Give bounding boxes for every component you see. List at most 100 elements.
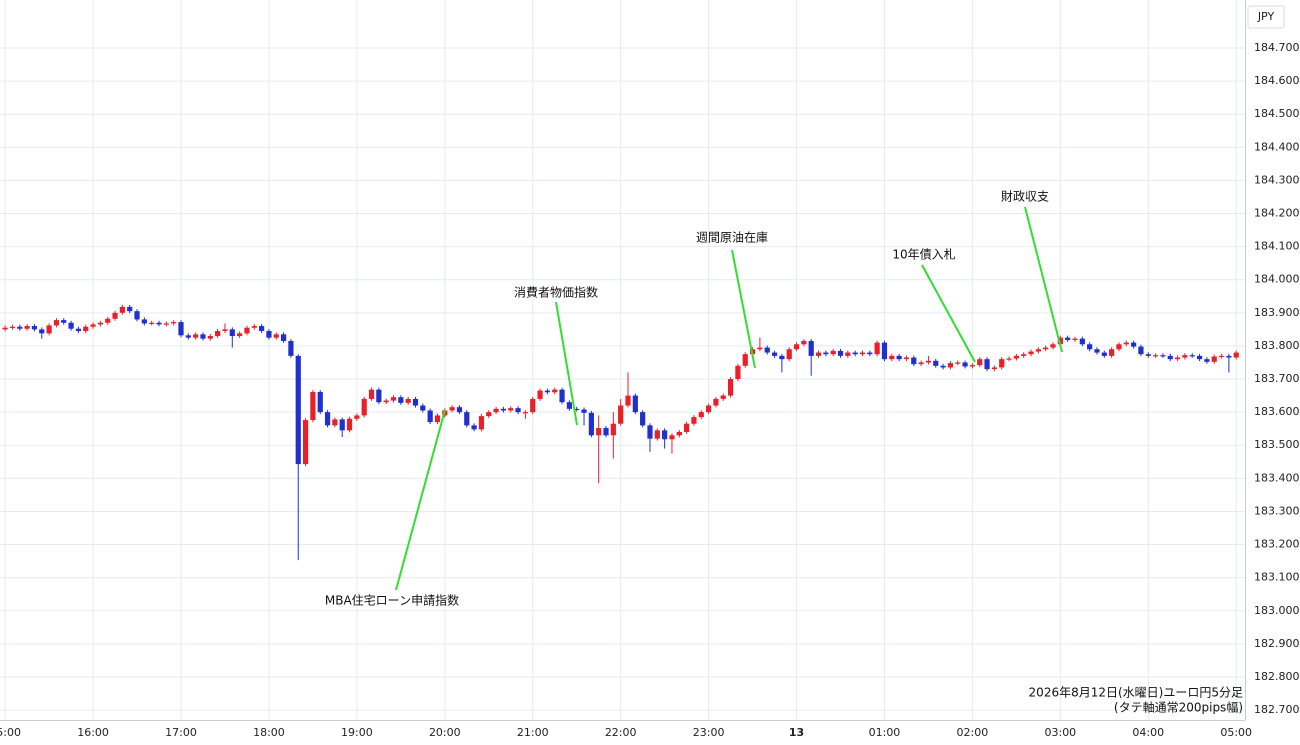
candle-body (947, 363, 954, 368)
candle-body (39, 329, 45, 334)
candle-body (1138, 346, 1144, 355)
candle-body (185, 335, 191, 338)
x-tick-label: 02:00 (957, 726, 989, 739)
candle-body (757, 347, 763, 350)
candle-body (588, 412, 594, 436)
x-tick-label: 15:00 (0, 726, 21, 739)
candle-body (1145, 354, 1151, 356)
caption-line: (タテ軸通常200pips幅) (1114, 700, 1243, 715)
candle-body (427, 410, 433, 423)
candle-body (881, 342, 888, 360)
candle-body (859, 352, 866, 355)
candle-body (874, 342, 880, 355)
candle-body (222, 329, 228, 332)
candle-body (999, 359, 1005, 368)
candle-body (1006, 358, 1012, 360)
candle-body (149, 322, 155, 324)
y-tick-label: 183.000 (1254, 604, 1300, 617)
candle-body (368, 389, 375, 399)
candle-body (251, 326, 257, 328)
candle-body (1013, 355, 1019, 359)
candle-body (669, 435, 675, 440)
candle-body (1174, 357, 1181, 360)
candle-body (801, 340, 807, 345)
annotation-line (555, 301, 578, 426)
candle-body (134, 311, 140, 320)
candle-body (295, 355, 301, 465)
candle-body (193, 334, 199, 338)
candle-body (412, 398, 419, 406)
candle-body (742, 354, 748, 366)
candle-body (625, 395, 631, 406)
y-tick-label: 182.900 (1254, 637, 1300, 650)
candle-body (163, 323, 169, 325)
candle-body (764, 347, 770, 353)
candle-body (530, 398, 536, 413)
x-tick-label: 19:00 (341, 726, 373, 739)
candle-body (215, 331, 221, 336)
candle-body (1233, 352, 1239, 358)
y-tick-label: 183.200 (1254, 538, 1300, 551)
candle-body (1035, 349, 1041, 352)
candle-body (735, 365, 741, 380)
candle-body (390, 397, 397, 401)
candle-body (156, 322, 162, 325)
candle-body (698, 412, 704, 418)
candle-body (434, 415, 441, 423)
candle-body (786, 349, 792, 360)
candle-body (141, 319, 147, 324)
candle-body (456, 407, 463, 413)
grid (0, 0, 1245, 720)
annotation-label: 消費者物価指数 (514, 285, 598, 300)
annotation-line (731, 249, 756, 369)
candle-body (2, 327, 8, 330)
candle-body (1218, 355, 1225, 358)
candle-body (603, 428, 609, 436)
candle-body (1211, 356, 1217, 362)
candle-body (940, 365, 946, 368)
candle-body (478, 416, 485, 430)
candle-body (962, 362, 968, 367)
candle-body (537, 390, 543, 399)
candle-body (1065, 337, 1071, 340)
candle-body (464, 412, 470, 426)
candle-body (1131, 342, 1137, 347)
candle-body (207, 336, 213, 339)
candle-body (647, 425, 653, 439)
candle-body (977, 359, 983, 366)
x-tick-label: 22:00 (605, 726, 637, 739)
candle-body (815, 352, 822, 356)
candle-body (420, 405, 426, 411)
candle-body (771, 352, 778, 356)
candle-body (830, 350, 836, 355)
candle-body (522, 412, 529, 414)
candle-body (259, 326, 265, 332)
candle-body (889, 355, 895, 360)
candle-body (68, 322, 74, 329)
candle-body (31, 326, 38, 330)
overlay: 182.700 182.800 182.900 183.000 183.100 183.2… (0, 41, 1300, 739)
candle-body (823, 352, 829, 355)
candle-body (1160, 355, 1166, 357)
y-tick-label: 184.200 (1254, 207, 1300, 220)
candle-body (596, 428, 602, 436)
y-tick-label: 182.800 (1254, 670, 1300, 683)
x-tick-label: 03:00 (1044, 726, 1076, 739)
candle-body (918, 362, 924, 365)
x-tick-label: 05:00 (1220, 726, 1252, 739)
candle-body (925, 360, 932, 363)
candle-body (1196, 355, 1203, 360)
candle-body (1072, 338, 1078, 340)
annotation-line (1024, 206, 1063, 353)
candle-body (779, 355, 785, 360)
candle-body (354, 415, 360, 419)
candle-body (552, 389, 558, 393)
candle-body (97, 322, 103, 325)
candle-body (618, 405, 624, 424)
x-tick-label: 18:00 (253, 726, 285, 739)
candle-body (691, 417, 697, 424)
candle-body (867, 352, 873, 355)
candle-body (713, 398, 719, 406)
candle-body (706, 405, 712, 413)
